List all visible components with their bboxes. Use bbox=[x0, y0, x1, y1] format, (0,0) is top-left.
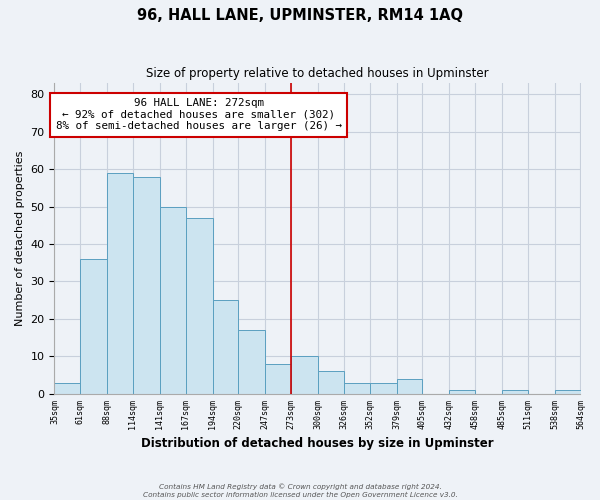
Bar bbox=[133, 176, 160, 394]
Bar bbox=[344, 382, 370, 394]
Bar bbox=[55, 382, 80, 394]
Bar bbox=[107, 173, 133, 394]
Bar bbox=[160, 206, 185, 394]
Bar bbox=[318, 372, 344, 394]
Bar bbox=[370, 382, 397, 394]
Title: Size of property relative to detached houses in Upminster: Size of property relative to detached ho… bbox=[146, 68, 489, 80]
Bar bbox=[502, 390, 528, 394]
Bar bbox=[554, 390, 581, 394]
Bar bbox=[291, 356, 318, 394]
Bar bbox=[238, 330, 265, 394]
Bar bbox=[80, 259, 107, 394]
Bar bbox=[449, 390, 475, 394]
Y-axis label: Number of detached properties: Number of detached properties bbox=[15, 150, 25, 326]
Bar bbox=[212, 300, 238, 394]
Bar bbox=[397, 379, 422, 394]
Text: 96 HALL LANE: 272sqm
← 92% of detached houses are smaller (302)
8% of semi-detac: 96 HALL LANE: 272sqm ← 92% of detached h… bbox=[56, 98, 341, 131]
Bar bbox=[185, 218, 212, 394]
Text: 96, HALL LANE, UPMINSTER, RM14 1AQ: 96, HALL LANE, UPMINSTER, RM14 1AQ bbox=[137, 8, 463, 22]
X-axis label: Distribution of detached houses by size in Upminster: Distribution of detached houses by size … bbox=[141, 437, 494, 450]
Bar bbox=[265, 364, 291, 394]
Text: Contains HM Land Registry data © Crown copyright and database right 2024.
Contai: Contains HM Land Registry data © Crown c… bbox=[143, 484, 457, 498]
